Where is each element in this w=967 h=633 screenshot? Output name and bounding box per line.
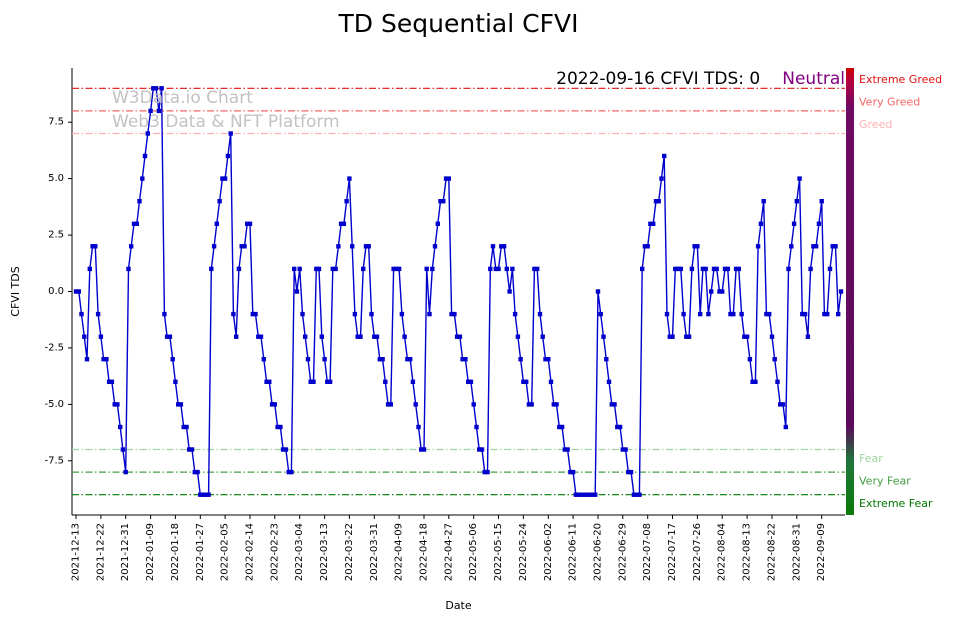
y-tick-label: 0.0: [48, 286, 64, 297]
x-tick-label: 2022-08-31: [791, 523, 802, 581]
data-markers: [73, 86, 844, 497]
x-tick-label: 2022-02-14: [245, 523, 256, 581]
x-tick-label: 2022-05-24: [518, 523, 529, 581]
x-tick-label: 2022-01-18: [170, 523, 181, 581]
x-tick-label: 2022-08-22: [767, 523, 778, 581]
y-tick-label: 5.0: [48, 173, 64, 184]
sentiment-status: Neutral: [782, 69, 845, 89]
x-tick-label: 2022-02-23: [269, 523, 280, 581]
y-tick-label: -2.5: [44, 342, 64, 353]
x-tick-label: 2021-12-22: [95, 523, 106, 581]
threshold-label-very-fear: Very Fear: [859, 475, 911, 488]
y-tick-label: -7.5: [44, 455, 64, 466]
threshold-label-greed: Greed: [859, 118, 892, 131]
x-tick-label: 2022-03-13: [319, 523, 330, 581]
x-tick-label: 2022-06-20: [593, 523, 604, 581]
x-tick-label: 2022-07-26: [692, 523, 703, 581]
x-tick-label: 2022-06-29: [617, 523, 628, 581]
x-tick-label: 2022-05-15: [493, 523, 504, 581]
x-tick-label: 2022-04-27: [443, 523, 454, 581]
chart-title: TD Sequential CFVI: [338, 9, 579, 38]
y-tick-label: 2.5: [48, 230, 64, 241]
x-tick-label: 2022-09-09: [816, 523, 827, 581]
x-tick-label: 2022-04-09: [394, 523, 405, 581]
sentiment-colorbar: [846, 68, 854, 515]
data-line: [76, 87, 842, 496]
x-tick-label: 2022-05-06: [468, 523, 479, 581]
latest-value-text: 2022-09-16 CFVI TDS: 0: [556, 69, 761, 89]
latest-value-annotation: 2022-09-16 CFVI TDS: 0 Neutral: [556, 69, 845, 89]
x-tick-label: 2022-03-31: [369, 523, 380, 581]
x-tick-label: 2022-06-02: [543, 523, 554, 581]
x-tick-label: 2022-08-04: [717, 523, 728, 581]
x-tick-label: 2022-03-22: [344, 523, 355, 581]
threshold-label-very-greed: Very Greed: [859, 95, 920, 108]
x-tick-label: 2022-06-11: [568, 523, 579, 581]
y-tick-label: -5.0: [44, 399, 64, 410]
x-axis-label: Date: [445, 599, 472, 612]
x-tick-label: 2022-08-13: [742, 523, 753, 581]
x-tick-label: 2022-01-09: [145, 523, 156, 581]
y-tick-label: 7.5: [48, 117, 64, 128]
y-axis-label: CFVI TDS: [9, 266, 22, 316]
x-tick-label: 2022-07-08: [642, 523, 653, 581]
threshold-label-fear: Fear: [859, 452, 883, 465]
x-tick-label: 2022-02-05: [220, 523, 231, 581]
x-tick-label: 2022-07-17: [667, 523, 678, 581]
x-tick-label: 2021-12-13: [71, 523, 82, 581]
x-tick-label: 2022-04-18: [419, 523, 430, 581]
x-tick-label: 2022-01-27: [195, 523, 206, 581]
threshold-label-extreme-fear: Extreme Fear: [859, 497, 933, 510]
x-tick-label: 2021-12-31: [120, 523, 131, 581]
x-tick-label: 2022-03-04: [294, 523, 305, 581]
threshold-label-extreme-greed: Extreme Greed: [859, 73, 942, 86]
